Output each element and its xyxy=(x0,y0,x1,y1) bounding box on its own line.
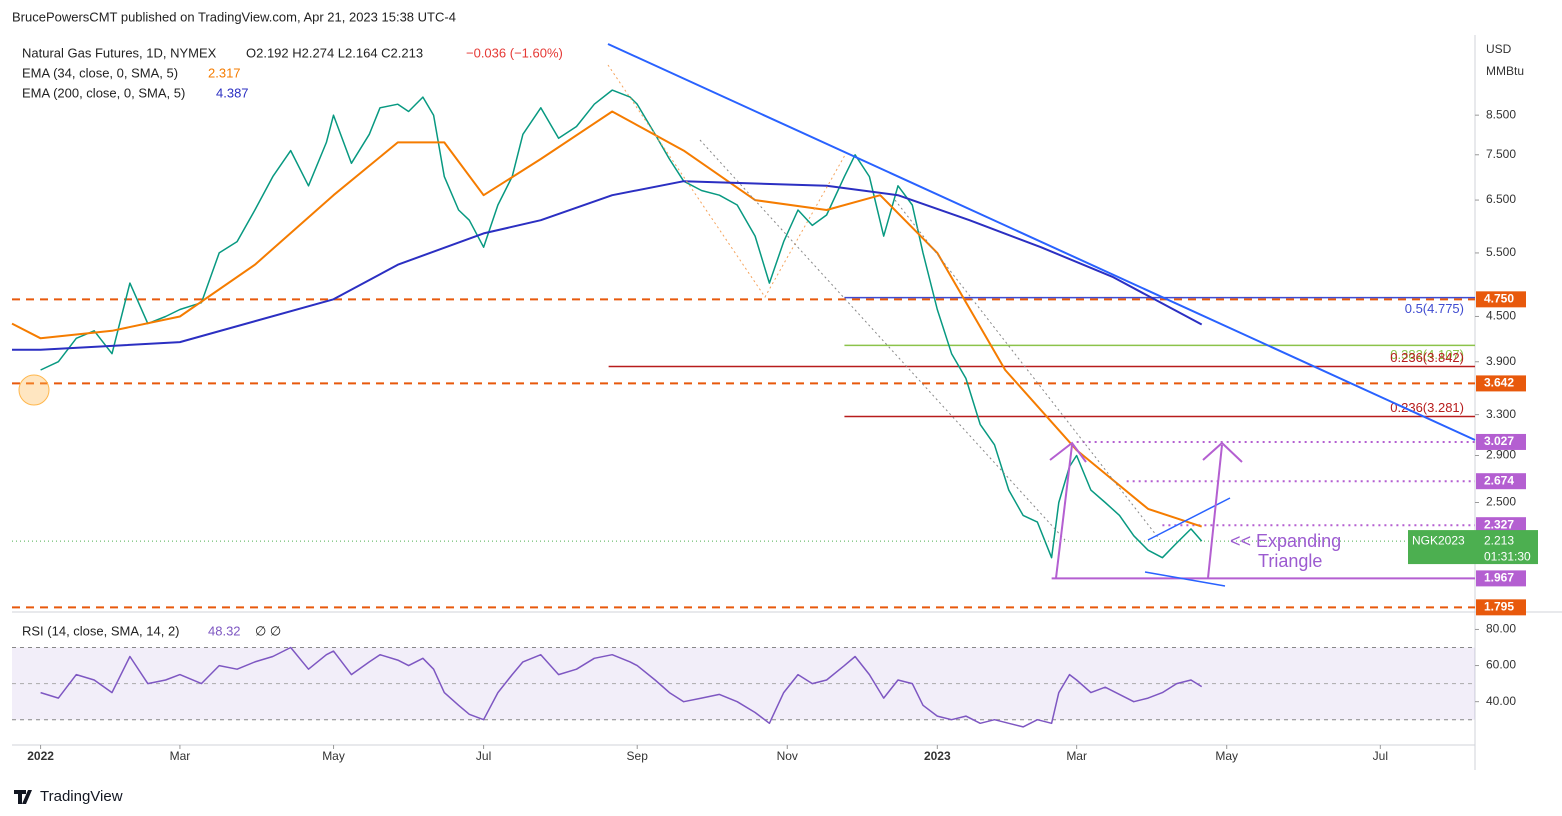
x-tick-label: Nov xyxy=(777,749,798,763)
countdown: 01:31:30 xyxy=(1484,549,1531,563)
legend-ohlc: O2.192 H2.274 L2.164 C2.213 xyxy=(246,45,423,60)
rsi-legend: RSI (14, close, SMA, 14, 2) xyxy=(22,623,180,638)
current-symbol: NGK2023 xyxy=(1412,533,1465,547)
arrow xyxy=(1055,444,1073,579)
x-tick-label: May xyxy=(322,749,345,763)
fib-label: 0.236(3.281) xyxy=(1390,400,1464,415)
level-tag xyxy=(1476,291,1526,308)
x-tick-label: Jul xyxy=(1373,749,1388,763)
legend-ema200: EMA (200, close, 0, SMA, 5) xyxy=(22,85,185,100)
series-line xyxy=(40,646,1203,728)
y-tick-label: 3.900 xyxy=(1486,354,1516,368)
rsi-legend-extra: ∅ ∅ xyxy=(255,623,281,638)
level-tag xyxy=(1476,570,1526,587)
triangle-line xyxy=(1144,571,1226,587)
y-tick-label: 8.500 xyxy=(1486,107,1516,121)
fib-label: 0.382(4.107) xyxy=(1390,347,1464,362)
level-tag xyxy=(1476,517,1526,534)
level-tag xyxy=(1476,433,1526,450)
current-price: 2.213 xyxy=(1484,533,1514,547)
legend-ema200-value: 4.387 xyxy=(216,85,249,100)
highlight-circle xyxy=(18,374,50,406)
rsi-tick-label: 60.00 xyxy=(1486,658,1516,672)
x-tick-label: Mar xyxy=(170,749,191,763)
pattern-line xyxy=(699,139,1066,541)
y-tick-label: 7.500 xyxy=(1486,147,1516,161)
arrow-head xyxy=(1049,441,1087,463)
level-tag-label: 4.750 xyxy=(1484,292,1514,306)
rsi-legend-value: 48.32 xyxy=(208,623,241,638)
level-tag xyxy=(1476,599,1526,616)
logo xyxy=(14,790,32,804)
pattern-line xyxy=(607,64,846,298)
x-tick-label: Mar xyxy=(1066,749,1087,763)
y-tick-label: 4.500 xyxy=(1486,309,1516,323)
x-tick-label: May xyxy=(1215,749,1238,763)
x-tick-label: 2022 xyxy=(27,749,54,763)
annotation: Triangle xyxy=(1258,551,1322,571)
pattern-line xyxy=(894,199,1161,541)
fib-label: 0.5(4.775) xyxy=(1405,301,1464,316)
level-tag-label: 1.795 xyxy=(1484,600,1514,614)
level-tag xyxy=(1476,473,1526,490)
current-price-box xyxy=(1408,530,1538,565)
plot-area: 8.500 7.500 6.500 5.500 4.500 3.900 3.300 2.900… xyxy=(11,89,1538,763)
rsi-tick-label: 80.00 xyxy=(1486,622,1516,636)
y-tick-label: 3.300 xyxy=(1486,407,1516,421)
annotation: << Expanding xyxy=(1230,531,1341,551)
series-line xyxy=(11,110,1203,528)
level-tag-label: 3.642 xyxy=(1484,376,1514,390)
legend-change: −0.036 (−1.60%) xyxy=(466,45,563,60)
footer: TradingView xyxy=(40,788,123,805)
level-tag-label: 1.967 xyxy=(1484,571,1514,585)
unit: USD xyxy=(1486,42,1512,56)
level-tag-label: 3.027 xyxy=(1484,434,1514,448)
rsi-tick-label: 40.00 xyxy=(1486,694,1516,708)
y-tick-label: 6.500 xyxy=(1486,192,1516,206)
y-tick-label: 2.900 xyxy=(1486,448,1516,462)
legend-title: Natural Gas Futures, 1D, NYMEX xyxy=(22,45,217,60)
y-tick-label: 5.500 xyxy=(1486,245,1516,259)
series-line xyxy=(12,180,1203,351)
x-tick-label: 2023 xyxy=(924,749,951,763)
level-tag-label: 2.327 xyxy=(1484,517,1514,531)
arrow xyxy=(1207,444,1223,579)
level-tag xyxy=(1476,375,1526,392)
y-tick-label: 2.500 xyxy=(1486,495,1516,509)
x-tick-label: Sep xyxy=(627,749,649,763)
unit: MMBtu xyxy=(1486,64,1524,78)
legend: Natural Gas Futures, 1D, NYMEX O2.192 H2… xyxy=(22,45,563,638)
legend-ema34: EMA (34, close, 0, SMA, 5) xyxy=(22,65,178,80)
header: BrucePowersCMT published on TradingView.… xyxy=(12,9,456,24)
arrow-head xyxy=(1202,441,1243,463)
fib-label: 0.236(3.842) xyxy=(1390,350,1464,365)
level-tag-label: 2.674 xyxy=(1484,473,1514,487)
x-tick-label: Jul xyxy=(476,749,491,763)
trend-line xyxy=(607,43,1476,441)
legend-ema34-value: 2.317 xyxy=(208,65,241,80)
